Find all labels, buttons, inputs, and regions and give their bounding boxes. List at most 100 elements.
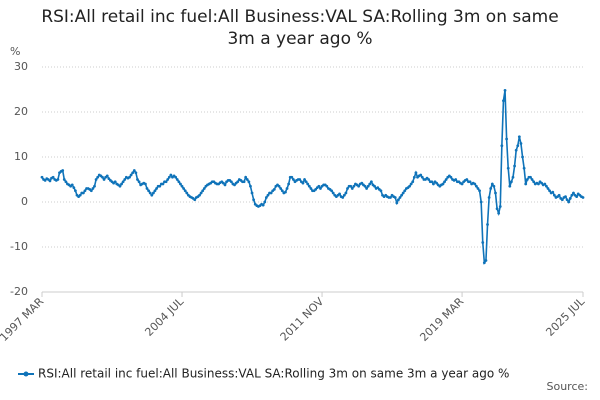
point — [379, 189, 383, 193]
x-tick-label: 2025 JUL — [543, 294, 587, 338]
point — [62, 178, 66, 181]
point — [250, 191, 254, 195]
point — [479, 200, 483, 204]
point — [166, 178, 170, 181]
point — [290, 175, 294, 179]
point — [303, 178, 306, 181]
point — [325, 184, 329, 188]
point — [223, 183, 227, 187]
point — [128, 175, 131, 179]
point — [560, 198, 564, 202]
point — [287, 182, 291, 186]
point — [150, 193, 154, 197]
point — [522, 166, 526, 170]
point — [529, 175, 532, 179]
point — [145, 187, 149, 190]
point — [153, 189, 157, 193]
point — [123, 178, 127, 181]
series-line — [41, 90, 584, 266]
point — [83, 189, 87, 193]
point — [242, 180, 246, 184]
point — [277, 184, 281, 188]
point — [174, 175, 178, 179]
point — [532, 180, 536, 184]
point — [144, 182, 147, 186]
point — [183, 189, 187, 193]
point — [284, 190, 287, 194]
point — [113, 180, 117, 184]
point — [307, 184, 311, 188]
chart-title: RSI:All retail inc fuel:All Business:VAL… — [41, 7, 559, 49]
point — [497, 211, 501, 215]
point — [557, 193, 561, 197]
point — [342, 193, 346, 197]
point — [565, 198, 569, 202]
point — [169, 173, 173, 177]
point — [393, 196, 397, 199]
point — [161, 182, 165, 186]
point — [352, 184, 356, 188]
y-tick-label: 0 — [21, 195, 28, 208]
point — [298, 178, 302, 181]
point — [476, 187, 480, 190]
point — [249, 184, 252, 188]
point — [432, 182, 435, 186]
point — [519, 142, 523, 145]
point — [147, 189, 151, 193]
point — [409, 182, 413, 186]
point — [91, 187, 95, 190]
point — [492, 184, 496, 188]
point — [503, 89, 507, 92]
point — [74, 189, 77, 193]
point — [155, 187, 158, 190]
point — [481, 241, 485, 244]
y-tick-label: -10 — [10, 240, 28, 253]
point — [360, 181, 364, 185]
point — [543, 182, 547, 186]
point — [516, 144, 520, 148]
point — [363, 184, 367, 188]
y-tick-label: -20 — [10, 285, 28, 298]
point — [148, 191, 152, 195]
point — [96, 175, 100, 179]
point — [136, 178, 139, 181]
point — [513, 164, 516, 168]
point — [350, 187, 354, 190]
point — [498, 205, 502, 208]
point — [245, 178, 249, 181]
point — [177, 180, 181, 184]
point — [101, 175, 104, 179]
y-tick-label: 20 — [14, 105, 28, 118]
point — [180, 184, 184, 188]
point — [118, 184, 122, 188]
point — [263, 200, 267, 204]
point — [408, 184, 411, 188]
point — [581, 196, 585, 199]
point — [505, 137, 509, 141]
point — [495, 207, 499, 211]
point — [317, 184, 321, 188]
point — [121, 180, 125, 184]
point — [199, 191, 203, 195]
point — [40, 175, 44, 179]
point — [120, 182, 123, 186]
point — [525, 178, 529, 181]
point — [540, 181, 544, 185]
point — [411, 180, 415, 184]
point — [43, 179, 47, 182]
point — [490, 182, 494, 186]
point — [319, 187, 322, 190]
point — [468, 180, 472, 184]
point — [366, 184, 370, 188]
point — [444, 178, 448, 181]
point — [61, 169, 65, 172]
point — [341, 196, 345, 199]
point — [369, 180, 373, 184]
point — [198, 193, 201, 197]
point — [521, 155, 524, 159]
point — [545, 184, 548, 188]
point — [568, 197, 572, 200]
point — [500, 144, 504, 148]
